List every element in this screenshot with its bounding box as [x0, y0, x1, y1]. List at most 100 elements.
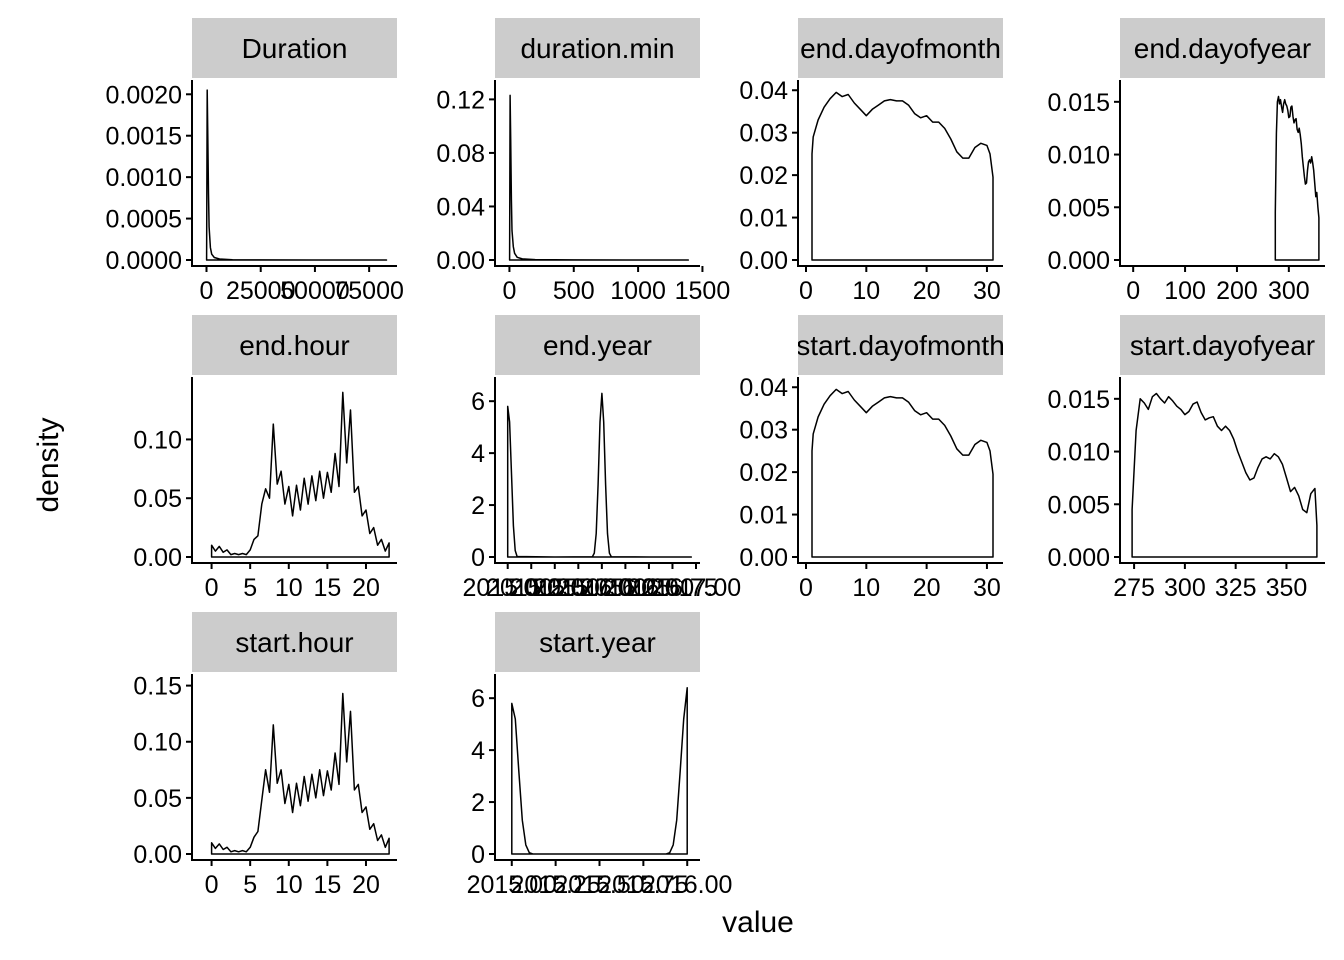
x-tick-label: 350: [1266, 574, 1308, 602]
panel-end-hour: end.hour 0.00 0.05 0.10 0 5 10 15 20: [133, 315, 397, 602]
panel-start-year: start.year 0 2 4 6 2015.002015.252015.502015.…: [467, 612, 732, 899]
density-curve: [511, 687, 688, 855]
panel-start-dayofmonth: start.dayofmonth 0.00 0.01 0.02 0.03 0.04 0 10 2…: [739, 315, 1003, 602]
y-tick-label: 0.01: [739, 205, 788, 233]
x-tick-label: 25000: [226, 277, 296, 305]
y-tick-label: 2: [471, 789, 485, 817]
x-tick-label: 2015.75: [598, 871, 688, 899]
x-tick-label: 20: [352, 574, 380, 602]
x-tick-label: 2016.00: [557, 574, 647, 602]
x-tick-label: 75000: [334, 277, 404, 305]
y-tick-label: 0.0020: [106, 81, 182, 109]
y-tick-label: 2: [471, 492, 485, 520]
y-tick-label: 0.04: [739, 77, 788, 105]
x-tick-label: 2017.00: [651, 574, 741, 602]
x-tick-label: 10: [275, 574, 303, 602]
strip-label: start.dayofyear: [1130, 330, 1315, 361]
x-tick-label: 0: [205, 574, 219, 602]
x-tick-label: 15: [313, 574, 341, 602]
y-tick-label: 0.010: [1047, 439, 1110, 467]
panel-duration-min: duration.min 0.00 0.04 0.08 0.12 0 500 1000 1500: [436, 18, 730, 305]
x-tick-label: 100: [1164, 277, 1206, 305]
x-tick-label: 20: [913, 574, 941, 602]
x-tick-label: 275: [1113, 574, 1155, 602]
strip-background: [798, 315, 1003, 375]
y-tick-label: 0.02: [739, 459, 788, 487]
strip-label: start.year: [539, 627, 656, 658]
x-tick-label: 5: [243, 574, 257, 602]
x-tick-label: 0: [502, 277, 516, 305]
strip-label: start.hour: [235, 627, 353, 658]
x-tick-label: 2015.25: [510, 871, 600, 899]
strip-background: [1120, 315, 1325, 375]
strip-background: [192, 18, 397, 78]
strip-label: Duration: [242, 33, 348, 64]
strip-background: [798, 18, 1003, 78]
y-tick-label: 0.000: [1047, 247, 1110, 275]
x-tick-label: 500: [553, 277, 595, 305]
density-curve: [506, 392, 693, 558]
y-tick-label: 0.04: [436, 193, 485, 221]
x-tick-label: 0: [799, 574, 813, 602]
x-tick-label: 15: [313, 871, 341, 899]
x-tick-label: 0: [1126, 277, 1140, 305]
y-tick-label: 0.00: [133, 544, 182, 572]
x-tick-label: 2016.50: [604, 574, 694, 602]
y-tick-label: 0.00: [739, 544, 788, 572]
y-axis-title: density: [32, 417, 65, 512]
strip-background: [192, 315, 397, 375]
y-tick-label: 0.08: [436, 140, 485, 168]
y-tick-label: 0.01: [739, 502, 788, 530]
y-tick-label: 0.0000: [106, 247, 182, 275]
x-tick-label: 0: [799, 277, 813, 305]
density-curve: [811, 388, 994, 558]
density-curve: [205, 89, 388, 261]
y-tick-label: 0.04: [739, 374, 788, 402]
panel-end-dayofyear: end.dayofyear 0.000 0.005 0.010 0.015 0 100 200…: [1047, 18, 1325, 305]
density-curve: [811, 91, 994, 261]
x-tick-label: 20: [913, 277, 941, 305]
strip-background: [495, 612, 700, 672]
x-tick-label: 0: [200, 277, 214, 305]
y-tick-label: 0.03: [739, 417, 788, 445]
x-tick-label: 2015.50: [510, 574, 600, 602]
y-tick-label: 4: [471, 440, 485, 468]
y-tick-label: 0.0005: [106, 206, 182, 234]
x-tick-label: 300: [1268, 277, 1310, 305]
y-tick-label: 0.05: [133, 485, 182, 513]
x-tick-label: 2015.50: [554, 871, 644, 899]
density-curve: [210, 692, 390, 855]
y-tick-label: 0.15: [133, 673, 182, 701]
density-curve: [1274, 95, 1320, 261]
y-tick-label: 4: [471, 737, 485, 765]
x-tick-label: 30: [973, 574, 1001, 602]
y-tick-label: 0: [471, 841, 485, 869]
strip-background: [1120, 18, 1325, 78]
density-curve: [508, 94, 690, 261]
x-tick-label: 30: [973, 277, 1001, 305]
panel-end-year: end.year 0 2 4 6 2015.002015.252015.502015.75…: [463, 315, 741, 602]
x-tick-label: 2015.00: [467, 871, 557, 899]
y-tick-label: 0.00: [133, 841, 182, 869]
x-tick-label: 10: [852, 574, 880, 602]
x-tick-label: 10: [852, 277, 880, 305]
y-tick-label: 0.005: [1047, 194, 1110, 222]
y-tick-label: 0.00: [739, 247, 788, 275]
x-tick-label: 1000: [610, 277, 666, 305]
x-tick-label: 325: [1215, 574, 1257, 602]
density-curve: [1131, 392, 1318, 558]
y-tick-label: 0.02: [739, 162, 788, 190]
x-tick-label: 2016.75: [627, 574, 717, 602]
y-tick-label: 0.000: [1047, 544, 1110, 572]
y-tick-label: 0.010: [1047, 142, 1110, 170]
y-tick-label: 0.005: [1047, 491, 1110, 519]
y-tick-label: 0.05: [133, 785, 182, 813]
x-tick-label: 10: [275, 871, 303, 899]
strip-background: [495, 18, 700, 78]
x-tick-label: 300: [1164, 574, 1206, 602]
strip-background: [192, 612, 397, 672]
x-tick-label: 200: [1216, 277, 1258, 305]
density-curve: [210, 391, 390, 558]
